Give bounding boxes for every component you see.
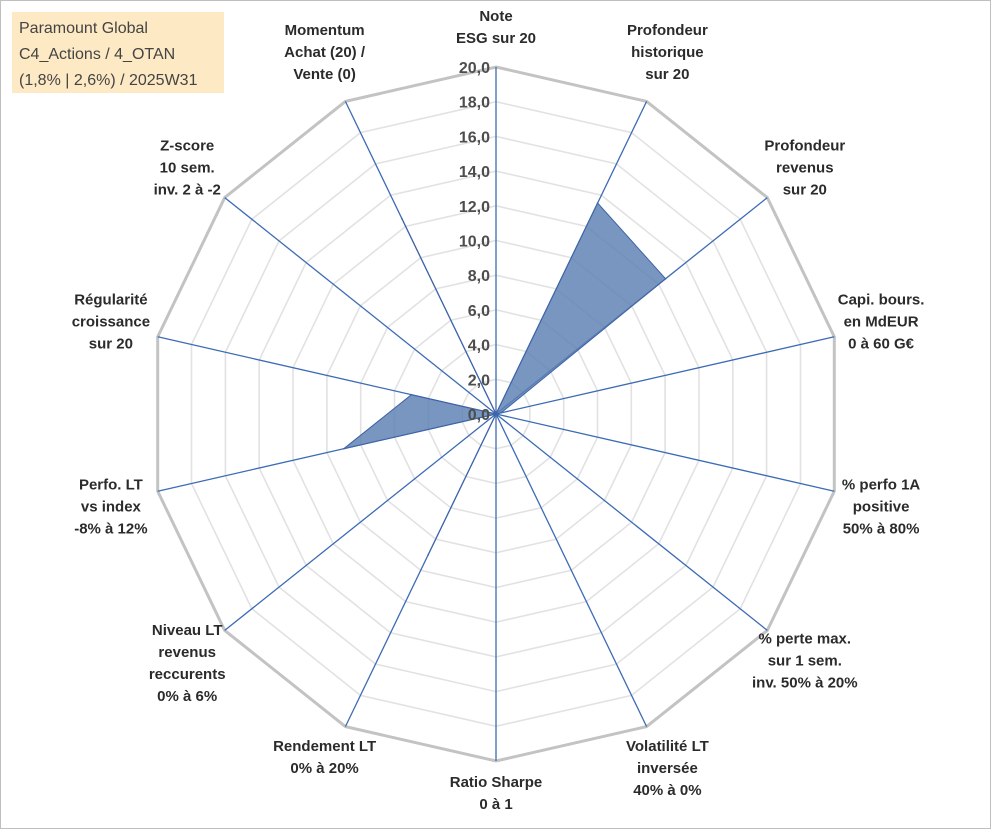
tick-label: 10,0	[459, 234, 490, 251]
axis-label: Perfo. LT vs index -8% à 12%	[74, 476, 147, 537]
tick-label: 20,0	[459, 60, 490, 77]
axis-label: Z-score 10 sem. inv. 2 à -2	[154, 137, 221, 198]
tick-label: 14,0	[459, 164, 490, 181]
axis-label: Momentum Achat (20) / Vente (0)	[284, 22, 366, 83]
axis-label: % perfo 1A positive 50% à 80%	[842, 476, 921, 537]
series-point	[343, 447, 345, 450]
tick-label: 0,0	[468, 407, 490, 424]
radar-tick-labels: 0,0 2,0 4,0 6,0 8,0 10,0 12,0 14,0 16,0 18,0 20,0	[459, 60, 490, 424]
tick-label: 4,0	[468, 338, 490, 355]
tick-label: 2,0	[468, 372, 490, 389]
axis-label: Profondeur historique sur 20	[627, 22, 708, 83]
axis-label: Régularité croissance sur 20	[72, 292, 150, 353]
series-point	[401, 217, 403, 220]
axis-label: % perte max. sur 1 sem. inv. 50% à 20%	[752, 631, 858, 692]
axis-label: Niveau LT revenus reccurents 0% à 6%	[149, 622, 226, 705]
axis-label: Rendement LT 0% à 20%	[273, 738, 376, 777]
series-point	[427, 553, 430, 556]
radar-series	[343, 202, 667, 556]
radar-spoke	[495, 413, 768, 631]
tick-label: 12,0	[459, 199, 490, 216]
axis-label: Capi. bours. en MdEUR 0 à 60 G€	[838, 292, 925, 353]
axis-label: Profondeur revenus sur 20	[764, 137, 845, 198]
radar-spoke	[495, 413, 648, 727]
tick-label: 6,0	[468, 303, 490, 320]
info-title: Paramount Global	[19, 20, 148, 37]
radar-spoke	[495, 413, 835, 492]
series-point	[500, 412, 502, 414]
series-polygon	[343, 202, 667, 555]
series-point	[410, 393, 413, 396]
info-rates: (1,8% | 2,6%) / 2025W31	[19, 72, 198, 89]
tick-label: 8,0	[468, 268, 490, 285]
series-point	[495, 413, 497, 415]
axis-label: Volatilité LT inversée 40% à 0%	[626, 738, 709, 799]
tick-label: 16,0	[459, 129, 490, 146]
axis-label: Note ESG sur 20	[456, 8, 536, 47]
axis-label: Ratio Sharpe 0 à 1	[450, 774, 543, 813]
radar-spoke	[495, 336, 835, 415]
radar-spoke	[224, 413, 497, 631]
radar-axis-labels: Note ESG sur 20 Profondeur historique sur 20…	[72, 8, 925, 813]
info-category: C4_Actions / 4_OTAN	[19, 46, 176, 63]
info-box: Paramount Global C4_Actions / 4_OTAN (1,…	[12, 12, 224, 93]
radar-spoke	[224, 197, 497, 415]
tick-label: 18,0	[459, 95, 490, 112]
series-point	[596, 202, 599, 204]
series-point	[664, 278, 667, 280]
